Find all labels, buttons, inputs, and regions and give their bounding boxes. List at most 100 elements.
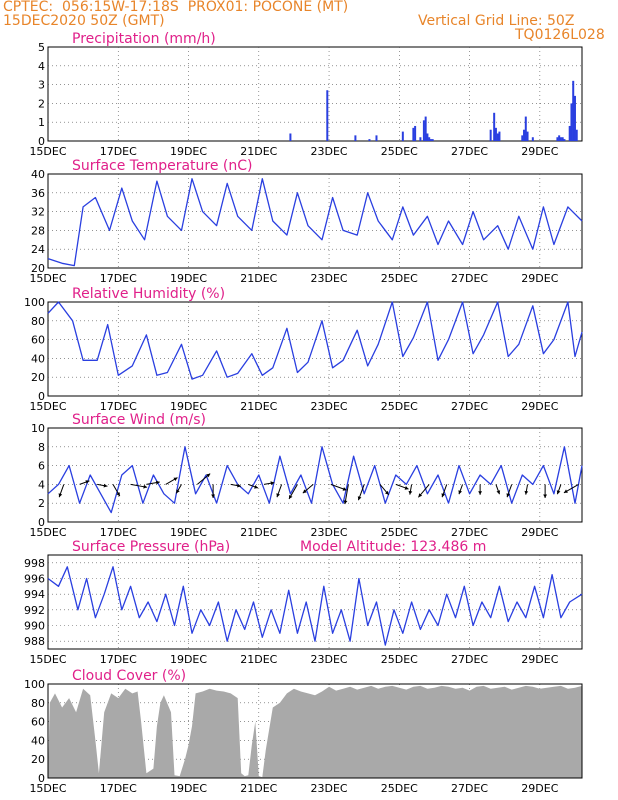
wind-arrow-head xyxy=(211,494,215,498)
precip-bar xyxy=(556,137,559,141)
precip-bar xyxy=(422,120,425,141)
panel-frame xyxy=(47,554,583,650)
x-tick-label: 29DEC xyxy=(521,782,558,795)
precip-bar xyxy=(523,129,526,141)
wind-arrow-head xyxy=(357,496,362,501)
wind-arrow-head xyxy=(556,490,561,495)
y-tick-label: 5 xyxy=(38,41,45,54)
wind-arrow-head xyxy=(342,487,347,491)
panel-frame xyxy=(47,173,583,269)
precip-bar xyxy=(526,131,529,141)
panel-wind: 0 2 4 6 8 10 15DEC 17DEC 19DEC 21DEC 23DEC 25DEC 27D… xyxy=(29,412,583,539)
panel-frame xyxy=(47,46,583,142)
precip-bar xyxy=(498,131,501,141)
x-tick-label: 21DEC xyxy=(240,782,277,795)
precip-bar xyxy=(289,133,292,141)
y-tick-label: 992 xyxy=(24,604,45,617)
panel-rh: 0 20 40 60 80 100 15DEC 17DEC 19DEC 21DEC 23DEC 25D… xyxy=(24,286,583,413)
y-tick-label: 80 xyxy=(31,315,45,328)
precip-bar xyxy=(524,116,527,141)
wind-arrow-head xyxy=(173,477,178,481)
series-line xyxy=(47,178,583,267)
x-tick-label: 29DEC xyxy=(521,653,558,666)
x-tick-label: 29DEC xyxy=(521,400,558,413)
precip-bar xyxy=(431,139,434,141)
x-tick-label: 19DEC xyxy=(170,653,207,666)
y-tick-label: 60 xyxy=(31,716,45,729)
y-tick-label: 40 xyxy=(31,168,45,181)
x-tick-label: 23DEC xyxy=(310,526,347,539)
x-tick-label: 17DEC xyxy=(100,400,137,413)
precip-bar xyxy=(326,90,329,141)
precip-bar xyxy=(559,137,562,141)
x-tick-label: 27DEC xyxy=(451,272,488,285)
y-tick-label: 80 xyxy=(31,697,45,710)
wind-arrow-head xyxy=(563,489,568,493)
wind-arrow-head xyxy=(418,493,423,498)
precip-bar xyxy=(489,129,492,141)
panel-title: Surface Pressure (hPa) xyxy=(72,539,230,555)
y-tick-label: 100 xyxy=(24,296,45,309)
precip-bar xyxy=(412,127,415,141)
y-tick-label: 0 xyxy=(38,390,45,403)
y-tick-label: 4 xyxy=(38,60,45,73)
precip-bar xyxy=(375,135,378,141)
x-tick-label: 23DEC xyxy=(310,782,347,795)
panel-title: Surface Wind (m/s) xyxy=(72,412,206,428)
x-tick-label: 27DEC xyxy=(451,653,488,666)
y-tick-label: 1 xyxy=(38,116,45,129)
wind-arrow-head xyxy=(543,494,547,498)
x-tick-label: 17DEC xyxy=(100,145,137,158)
precip-bar xyxy=(558,135,561,141)
x-tick-label: 17DEC xyxy=(100,272,137,285)
precip-bar xyxy=(563,139,566,141)
x-tick-label: 29DEC xyxy=(521,145,558,158)
y-tick-label: 988 xyxy=(24,635,45,648)
panel-title: Precipitation (mm/h) xyxy=(72,31,216,47)
wind-arrow-head xyxy=(206,473,211,478)
panel-frame xyxy=(47,683,583,779)
x-tick-label: 27DEC xyxy=(451,400,488,413)
series-line xyxy=(47,301,583,380)
wind-arrow-head xyxy=(276,493,280,498)
y-tick-label: 3 xyxy=(38,79,45,92)
precip-bar xyxy=(493,112,496,141)
precip-bar xyxy=(521,135,524,141)
precip-bar xyxy=(424,116,427,141)
wind-arrow-head xyxy=(237,483,241,488)
y-tick-label: 20 xyxy=(31,371,45,384)
wind-arrow-head xyxy=(524,490,529,495)
y-tick-label: 10 xyxy=(31,422,45,435)
precip-bar xyxy=(531,137,534,141)
x-tick-label: 17DEC xyxy=(100,653,137,666)
x-tick-label: 23DEC xyxy=(310,653,347,666)
series-line xyxy=(47,446,583,514)
precip-bar xyxy=(368,139,371,141)
panel-title: Surface Temperature (nC) xyxy=(72,158,253,174)
x-tick-label: 23DEC xyxy=(310,400,347,413)
y-tick-label: 36 xyxy=(31,187,45,200)
wind-arrow-head xyxy=(408,490,413,495)
y-tick-label: 2 xyxy=(38,97,45,110)
precip-bar xyxy=(428,137,431,141)
precip-bar xyxy=(575,129,578,141)
wind-arrow-head xyxy=(116,492,120,497)
x-tick-label: 15DEC xyxy=(29,653,66,666)
panel-subtitle: Model Altitude: 123.486 m xyxy=(300,539,486,555)
precip-bar xyxy=(414,125,417,141)
x-tick-label: 27DEC xyxy=(451,145,488,158)
x-tick-label: 17DEC xyxy=(100,526,137,539)
x-tick-label: 25DEC xyxy=(381,400,418,413)
y-tick-label: 20 xyxy=(31,262,45,275)
panel-pres: 988 990 992 994 996 998 15DEC 17DEC 19DEC 21DEC 23… xyxy=(24,539,583,666)
wind-arrow-head xyxy=(58,493,63,498)
x-tick-label: 19DEC xyxy=(170,526,207,539)
precip-bar xyxy=(572,80,575,141)
precip-bar xyxy=(570,103,573,141)
x-tick-label: 21DEC xyxy=(240,272,277,285)
series-line xyxy=(47,566,583,646)
x-tick-label: 25DEC xyxy=(381,782,418,795)
x-tick-label: 29DEC xyxy=(521,272,558,285)
precip-bar xyxy=(573,95,576,141)
precip-bar xyxy=(401,131,404,141)
